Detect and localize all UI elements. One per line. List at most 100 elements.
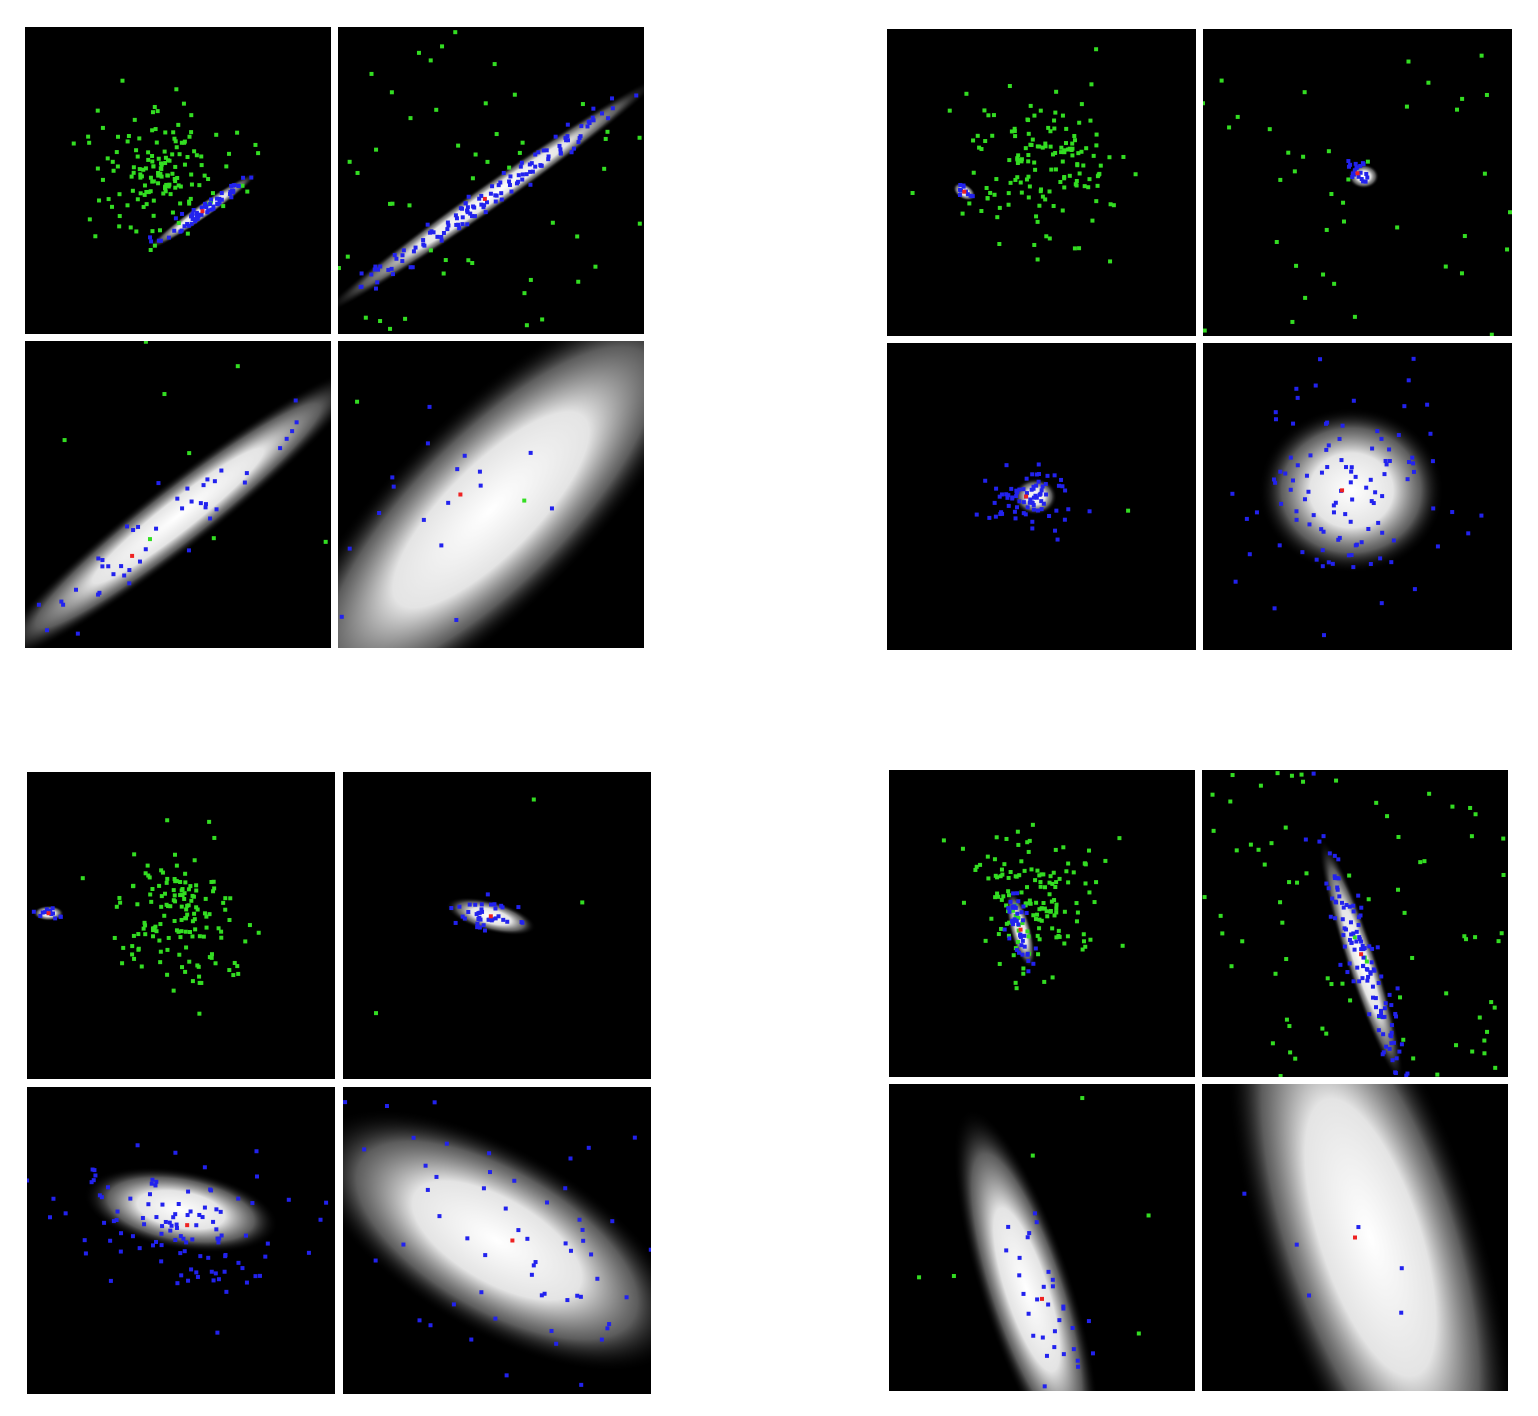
data-point (1357, 979, 1362, 984)
data-point (1053, 528, 1058, 533)
data-point (1431, 506, 1436, 511)
data-point (1013, 177, 1018, 182)
data-point (75, 631, 80, 636)
data-point (571, 146, 576, 151)
data-point (163, 186, 168, 191)
data-point (214, 507, 219, 512)
data-point (1005, 495, 1010, 500)
data-point (1360, 976, 1365, 981)
data-point (422, 243, 427, 248)
data-point (632, 1135, 637, 1140)
data-point (575, 1293, 580, 1298)
data-point (143, 871, 148, 876)
data-point (199, 212, 204, 217)
data-point (159, 174, 164, 179)
data-point (624, 1295, 629, 1300)
data-point (1083, 861, 1088, 866)
data-point (1294, 1242, 1299, 1247)
data-point (400, 259, 405, 264)
data-point (1034, 214, 1039, 219)
data-point (997, 205, 1002, 210)
data-point (1035, 257, 1040, 262)
panel (889, 770, 1195, 1077)
data-point (1011, 891, 1016, 896)
data-point (1466, 531, 1471, 536)
data-point (176, 1202, 181, 1207)
data-point (179, 228, 184, 233)
data-point (1011, 953, 1016, 958)
data-point (514, 181, 519, 186)
data-point (130, 553, 135, 558)
data-point (114, 904, 119, 909)
data-point (1300, 550, 1305, 555)
data-point (403, 316, 408, 321)
data-point (563, 1186, 568, 1191)
data-point (1402, 910, 1407, 915)
data-point (993, 873, 998, 878)
data-point (143, 547, 148, 552)
data-point (445, 227, 450, 232)
data-point (522, 291, 527, 296)
data-point (1359, 540, 1364, 545)
data-point (1418, 860, 1423, 865)
data-point (1335, 887, 1340, 892)
data-point (236, 1260, 241, 1265)
data-point (1052, 1329, 1057, 1334)
data-point (1350, 174, 1355, 179)
data-point (482, 203, 487, 208)
data-point (363, 315, 368, 320)
data-point (203, 505, 208, 510)
data-point (1389, 1023, 1394, 1028)
data-point (150, 1177, 155, 1182)
data-point (1479, 53, 1484, 58)
data-point (1053, 167, 1058, 172)
panel-background (25, 27, 331, 334)
data-point (1376, 1014, 1381, 1019)
data-point (1340, 981, 1345, 986)
data-point (1024, 177, 1029, 182)
data-point (1278, 177, 1283, 182)
data-point (440, 44, 445, 49)
data-point (1015, 161, 1020, 166)
data-point (1350, 497, 1355, 502)
data-point (1006, 191, 1011, 196)
data-point (637, 221, 642, 226)
data-point (1042, 885, 1047, 890)
data-point (390, 272, 395, 277)
data-point (1056, 928, 1061, 933)
data-point (236, 1196, 241, 1201)
data-point (183, 969, 188, 974)
data-point (184, 907, 189, 912)
data-point (1054, 880, 1059, 885)
data-point (1391, 538, 1396, 543)
data-point (465, 1236, 470, 1241)
panel (1202, 1084, 1508, 1391)
data-point (1040, 484, 1045, 489)
data-point (1348, 519, 1353, 524)
data-point (202, 201, 207, 206)
data-point (1278, 1074, 1283, 1077)
data-point (1383, 1001, 1388, 1006)
data-point (520, 140, 525, 145)
data-point (228, 896, 233, 901)
data-point (211, 889, 216, 894)
data-point (377, 510, 382, 515)
data-point (1006, 202, 1011, 207)
data-point (369, 71, 374, 76)
data-point (1326, 149, 1331, 154)
data-point (984, 185, 989, 190)
data-point (111, 168, 116, 173)
data-point (1354, 929, 1359, 934)
data-point (224, 1289, 229, 1294)
data-point (199, 154, 204, 159)
data-point (541, 148, 546, 153)
data-point (100, 125, 105, 130)
data-point (550, 220, 555, 225)
data-point (1351, 398, 1356, 403)
data-point (1368, 970, 1373, 975)
data-point (1351, 909, 1356, 914)
data-point (1289, 773, 1294, 778)
data-point (1026, 969, 1031, 974)
data-point (1012, 904, 1017, 909)
data-point (1333, 916, 1338, 921)
